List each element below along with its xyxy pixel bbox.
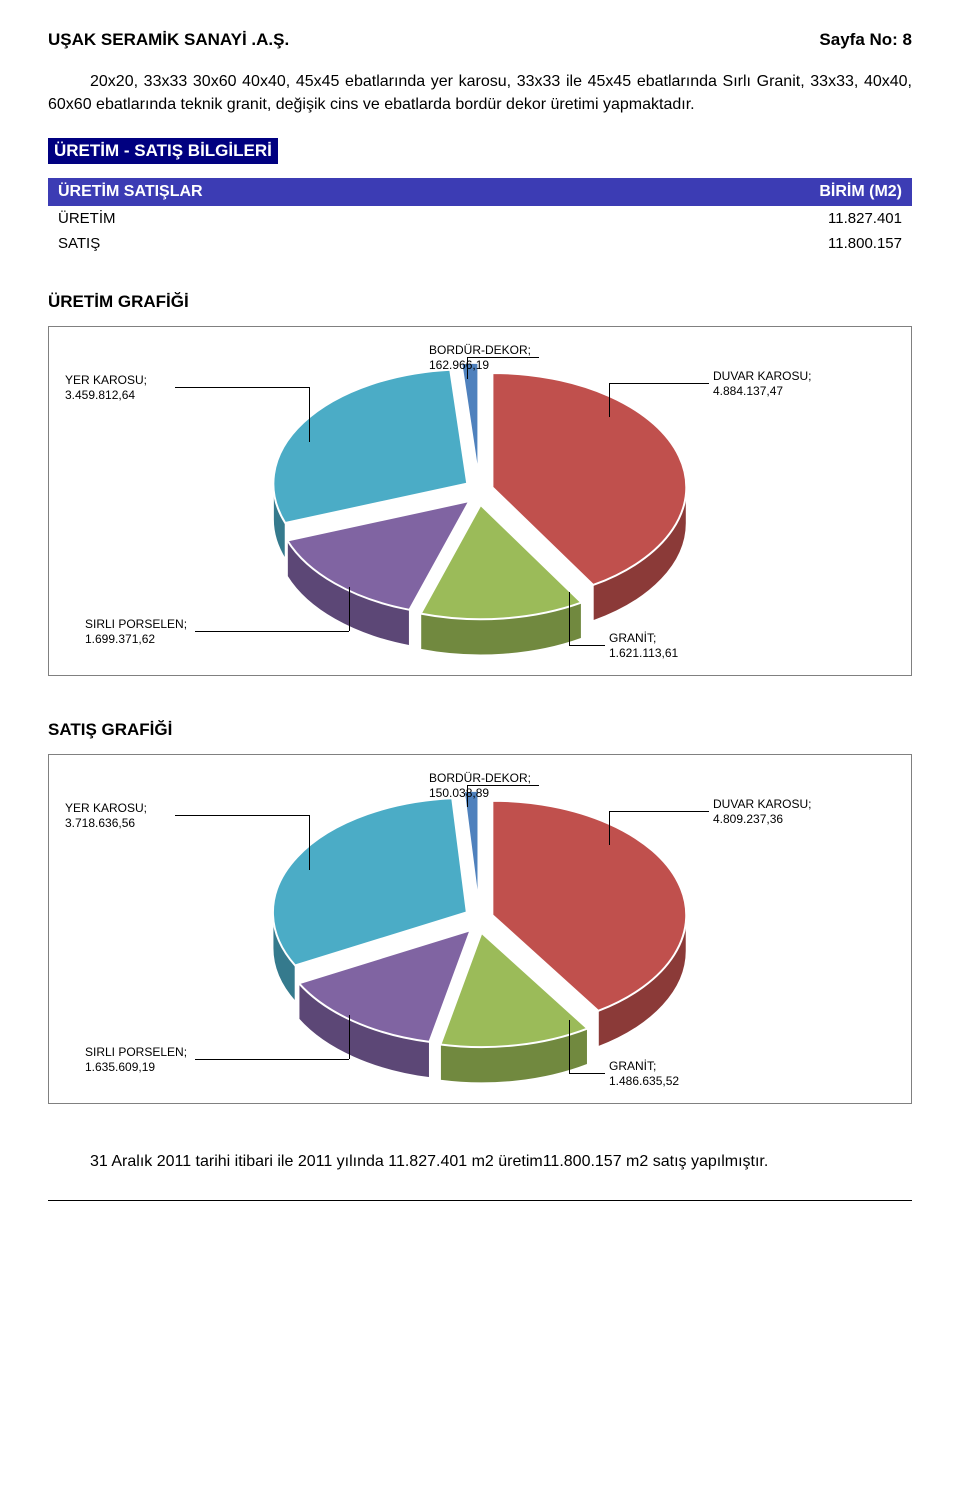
section-heading: ÜRETİM - SATIŞ BİLGİLERİ <box>48 138 278 164</box>
row-label: SATIŞ <box>48 231 580 256</box>
row-label: ÜRETİM <box>48 206 580 231</box>
page-number: Sayfa No: 8 <box>819 30 912 50</box>
row-value: 11.800.157 <box>580 231 912 256</box>
pie-chart: DUVAR KAROSU;4.884.137,47GRANİT;1.621.11… <box>48 326 912 676</box>
pie-chart: DUVAR KAROSU;4.809.237,36GRANİT;1.486.63… <box>48 754 912 1104</box>
end-rule <box>48 1200 912 1201</box>
chart-title: SATIŞ GRAFİĞİ <box>48 720 912 740</box>
production-sales-table: ÜRETİM SATIŞLAR BİRİM (M2) ÜRETİM11.827.… <box>48 178 912 256</box>
table-row: ÜRETİM11.827.401 <box>48 206 912 231</box>
footer-paragraph: 31 Aralık 2011 tarihi itibari ile 2011 y… <box>48 1150 912 1174</box>
company-name: UŞAK SERAMİK SANAYİ .A.Ş. <box>48 30 289 50</box>
chart-title: ÜRETİM GRAFİĞİ <box>48 292 912 312</box>
table-row: SATIŞ11.800.157 <box>48 231 912 256</box>
page-header: UŞAK SERAMİK SANAYİ .A.Ş. Sayfa No: 8 <box>48 30 912 50</box>
table-header-left: ÜRETİM SATIŞLAR <box>48 178 580 206</box>
intro-paragraph: 20x20, 33x33 30x60 40x40, 45x45 ebatları… <box>48 70 912 116</box>
table-header-right: BİRİM (M2) <box>580 178 912 206</box>
row-value: 11.827.401 <box>580 206 912 231</box>
